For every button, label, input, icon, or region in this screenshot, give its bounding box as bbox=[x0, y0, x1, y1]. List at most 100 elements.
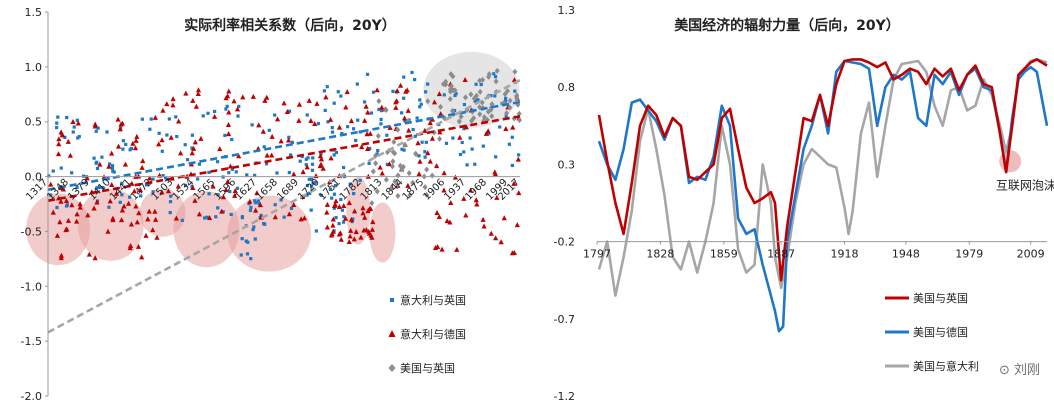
data-point bbox=[253, 199, 257, 203]
data-point bbox=[230, 137, 234, 142]
data-point bbox=[195, 90, 201, 96]
data-point bbox=[245, 173, 249, 177]
data-point bbox=[368, 146, 372, 151]
data-point bbox=[135, 243, 142, 249]
data-point bbox=[232, 192, 238, 198]
data-point bbox=[514, 92, 520, 99]
x-tick-label: 1887 bbox=[767, 248, 795, 261]
data-point bbox=[147, 175, 153, 181]
data-point bbox=[55, 121, 59, 125]
data-point bbox=[272, 214, 278, 220]
data-point bbox=[254, 190, 260, 196]
data-point bbox=[515, 156, 521, 162]
data-point bbox=[247, 198, 253, 204]
data-point bbox=[374, 87, 380, 93]
data-point bbox=[58, 198, 64, 204]
data-point bbox=[318, 156, 325, 162]
y-tick-label: -0.2 bbox=[554, 236, 575, 249]
data-point bbox=[334, 216, 338, 220]
data-point bbox=[286, 211, 292, 217]
data-point bbox=[77, 201, 83, 207]
data-point bbox=[348, 118, 355, 124]
data-point bbox=[372, 152, 378, 159]
data-point bbox=[498, 239, 504, 245]
data-point bbox=[474, 201, 480, 207]
data-point bbox=[325, 85, 329, 89]
y-tick-label: -0.5 bbox=[21, 225, 42, 238]
data-point bbox=[161, 174, 165, 178]
data-point bbox=[133, 137, 139, 143]
data-point bbox=[121, 139, 125, 143]
data-point bbox=[201, 114, 205, 118]
data-point bbox=[492, 171, 499, 177]
data-point bbox=[367, 205, 374, 211]
data-point bbox=[379, 109, 384, 113]
data-point bbox=[74, 211, 80, 217]
data-point bbox=[237, 104, 241, 109]
data-point bbox=[49, 193, 53, 197]
data-point bbox=[105, 228, 111, 234]
data-point bbox=[176, 118, 182, 124]
data-point bbox=[55, 205, 59, 210]
data-point bbox=[285, 137, 292, 143]
data-point bbox=[400, 147, 404, 151]
data-point bbox=[332, 101, 336, 105]
data-point bbox=[95, 166, 100, 171]
data-point bbox=[337, 222, 341, 226]
data-point bbox=[264, 162, 269, 166]
data-point bbox=[216, 193, 220, 197]
data-point bbox=[95, 186, 99, 190]
data-point bbox=[128, 195, 132, 199]
data-point bbox=[120, 193, 124, 197]
data-point bbox=[394, 88, 400, 94]
data-point bbox=[502, 91, 508, 98]
data-point bbox=[322, 89, 326, 93]
data-point bbox=[72, 125, 76, 129]
x-tick-label: 1918 bbox=[831, 248, 859, 261]
data-point bbox=[215, 160, 220, 164]
data-point bbox=[256, 122, 262, 128]
data-point bbox=[128, 221, 135, 227]
data-point bbox=[196, 177, 200, 181]
data-point bbox=[369, 200, 375, 207]
data-point bbox=[362, 100, 367, 104]
data-point bbox=[427, 120, 433, 126]
data-point bbox=[306, 156, 310, 160]
data-point bbox=[170, 102, 176, 108]
data-point bbox=[406, 170, 412, 177]
data-point bbox=[458, 113, 464, 120]
data-point bbox=[332, 153, 336, 157]
data-point bbox=[332, 192, 337, 196]
data-point bbox=[296, 101, 303, 107]
data-point bbox=[223, 187, 229, 193]
data-point bbox=[226, 131, 232, 137]
data-point bbox=[370, 168, 376, 175]
data-point bbox=[363, 103, 369, 109]
data-point bbox=[473, 197, 479, 203]
data-point bbox=[333, 198, 339, 204]
crisis-highlight bbox=[227, 195, 312, 272]
data-point bbox=[107, 162, 112, 166]
data-point bbox=[145, 216, 151, 222]
crisis-highlight bbox=[369, 202, 396, 263]
x-tick-label: 1689 bbox=[275, 177, 301, 203]
data-point bbox=[132, 145, 139, 151]
data-point bbox=[239, 253, 243, 257]
data-point bbox=[346, 200, 352, 206]
data-point bbox=[306, 97, 312, 103]
data-point bbox=[300, 169, 306, 175]
data-point bbox=[376, 98, 382, 105]
data-point bbox=[57, 219, 63, 225]
data-point bbox=[48, 181, 54, 187]
data-point bbox=[391, 89, 395, 93]
data-point bbox=[284, 109, 290, 115]
data-point bbox=[136, 210, 142, 216]
y-tick-label: 1.3 bbox=[558, 4, 576, 17]
data-point bbox=[336, 90, 340, 94]
data-point bbox=[494, 194, 500, 200]
data-point bbox=[516, 190, 522, 196]
data-point bbox=[59, 166, 63, 170]
data-point bbox=[367, 161, 371, 166]
data-point bbox=[362, 214, 368, 220]
data-point bbox=[510, 124, 516, 130]
